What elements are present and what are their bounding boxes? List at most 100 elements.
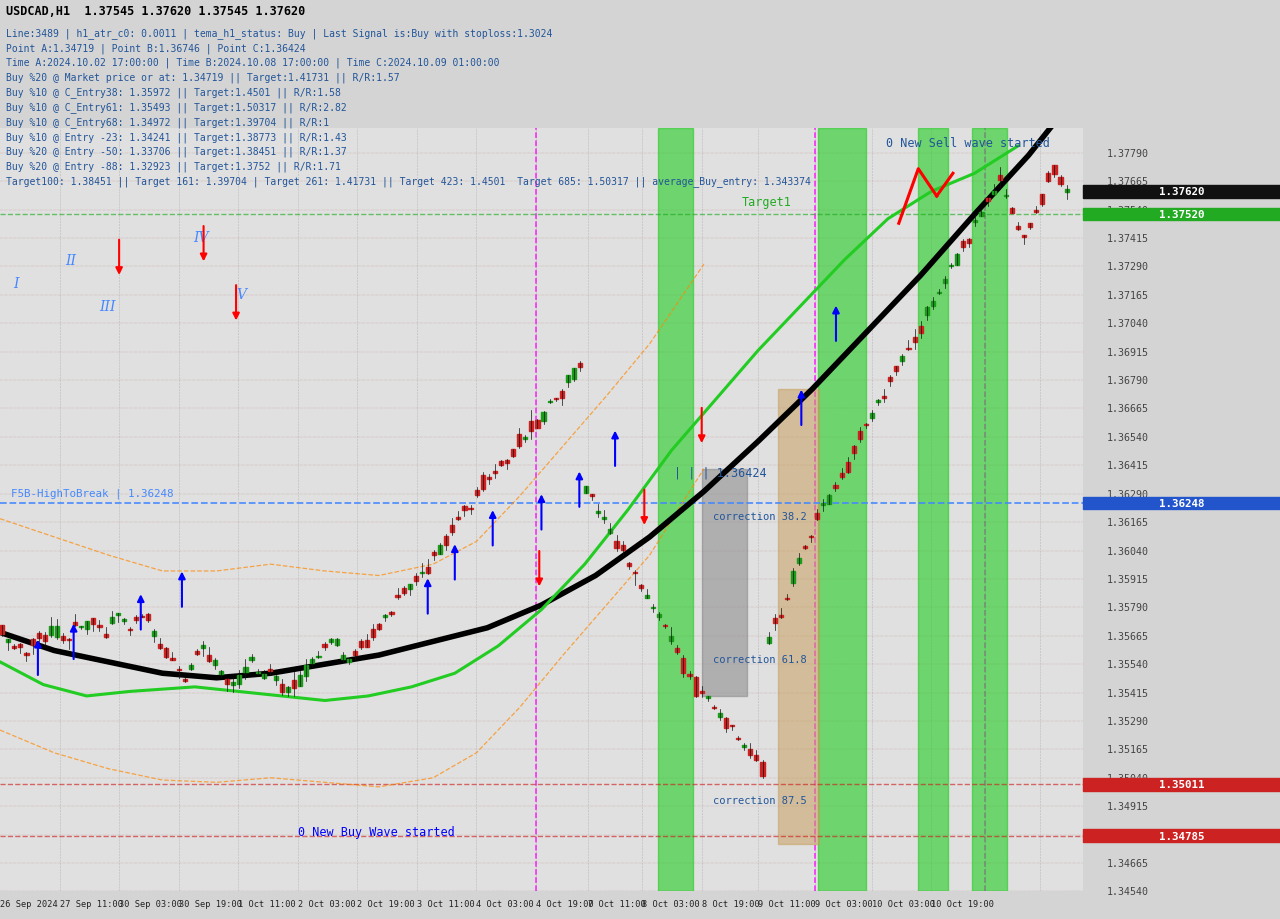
Bar (621, 546, 625, 550)
Bar (280, 685, 284, 692)
Text: F5B-HighToBreak | 1.36248: F5B-HighToBreak | 1.36248 (10, 487, 173, 498)
Text: 10 Oct 03:00: 10 Oct 03:00 (872, 900, 934, 908)
Text: Buy %10 @ C_Entry61: 1.35493 || Target:1.50317 || R/R:2.82: Buy %10 @ C_Entry61: 1.35493 || Target:1… (6, 102, 347, 113)
Bar (79, 627, 83, 628)
Bar (742, 745, 746, 747)
Bar (603, 517, 607, 519)
Bar (657, 615, 662, 618)
Bar (535, 420, 539, 428)
Text: correction 87.5: correction 87.5 (713, 795, 806, 805)
Bar (924, 308, 929, 316)
Bar (1046, 174, 1051, 181)
Text: 1.35540: 1.35540 (1106, 660, 1148, 669)
Bar (183, 680, 187, 682)
Text: 1.36540: 1.36540 (1106, 433, 1148, 442)
Bar (407, 584, 412, 589)
Bar (773, 618, 777, 623)
Bar (1041, 195, 1044, 205)
Text: 1.34915: 1.34915 (1106, 801, 1148, 811)
Bar (760, 763, 764, 777)
Text: 27 Sep 11:00: 27 Sep 11:00 (60, 900, 123, 908)
Bar (791, 572, 795, 584)
Text: 1.34790: 1.34790 (1106, 830, 1148, 840)
Bar (212, 660, 218, 665)
Bar (481, 476, 485, 490)
Bar (201, 645, 205, 649)
Bar (371, 630, 375, 638)
Bar (128, 629, 132, 630)
Bar (767, 638, 771, 643)
Bar (316, 656, 320, 657)
Text: Target100: 1.38451 || Target 161: 1.39704 | Target 261: 1.41731 || Target 423: 1: Target100: 1.38451 || Target 161: 1.3970… (6, 176, 812, 187)
Text: 1.35040: 1.35040 (1106, 773, 1148, 783)
Bar (669, 636, 673, 641)
Bar (736, 739, 740, 740)
Bar (986, 199, 989, 202)
Bar (97, 625, 101, 627)
Text: IV: IV (193, 232, 209, 245)
Bar (700, 692, 704, 693)
Text: 1.36915: 1.36915 (1106, 347, 1148, 357)
Bar (554, 399, 558, 400)
Bar (566, 376, 570, 382)
Bar (438, 545, 442, 554)
Text: 1.35290: 1.35290 (1106, 716, 1148, 726)
Bar (164, 648, 169, 657)
Text: Target1: Target1 (742, 197, 791, 210)
Text: Buy %20 @ Entry -88: 1.32923 || Target:1.3752 || R/R:1.71: Buy %20 @ Entry -88: 1.32923 || Target:1… (6, 162, 342, 172)
Text: 30 Sep 03:00: 30 Sep 03:00 (119, 900, 182, 908)
Text: 4 Oct 19:00: 4 Oct 19:00 (536, 900, 594, 908)
Text: V: V (236, 288, 246, 302)
Text: 1.35011: 1.35011 (1158, 779, 1204, 789)
Bar (579, 363, 582, 368)
Bar (207, 655, 211, 661)
Bar (572, 369, 576, 380)
Text: 0 New Buy Wave started: 0 New Buy Wave started (298, 824, 454, 838)
Text: correction 38.2: correction 38.2 (713, 511, 806, 521)
Text: 1.34540: 1.34540 (1106, 887, 1148, 896)
Bar (870, 414, 874, 419)
Text: 7 Oct 11:00: 7 Oct 11:00 (588, 900, 645, 908)
Bar (261, 675, 266, 678)
Bar (681, 658, 686, 674)
Text: 1.36248: 1.36248 (1158, 499, 1204, 509)
Bar (24, 653, 28, 655)
Text: II: II (65, 254, 76, 267)
Bar (195, 652, 198, 654)
Bar (900, 357, 905, 362)
Bar (444, 537, 448, 546)
Bar (1028, 224, 1032, 228)
Bar (584, 487, 589, 494)
Bar (358, 641, 364, 648)
Text: 1.34665: 1.34665 (1106, 858, 1148, 868)
Bar (858, 432, 861, 440)
Text: USDCAD,H1  1.37545 1.37620 1.37545 1.37620: USDCAD,H1 1.37545 1.37620 1.37545 1.3762… (6, 6, 306, 18)
Bar (486, 478, 490, 480)
Bar (340, 655, 344, 660)
Bar (705, 697, 710, 698)
Text: correction 61.8: correction 61.8 (713, 654, 806, 664)
Text: Point A:1.34719 | Point B:1.36746 | Point C:1.36424: Point A:1.34719 | Point B:1.36746 | Poin… (6, 43, 306, 53)
Bar (152, 631, 156, 636)
Bar (754, 755, 759, 760)
Text: 2 Oct 19:00: 2 Oct 19:00 (357, 900, 415, 908)
Bar (973, 221, 978, 223)
Bar (913, 337, 916, 342)
Text: 1.35915: 1.35915 (1106, 574, 1148, 584)
Bar (992, 191, 996, 195)
Text: Buy %10 @ C_Entry38: 1.35972 || Target:1.4501 || R/R:1.58: Buy %10 @ C_Entry38: 1.35972 || Target:1… (6, 87, 342, 98)
Bar (658, 129, 692, 891)
Bar (803, 547, 808, 548)
Bar (353, 652, 357, 655)
Bar (115, 614, 120, 616)
Text: 1.37415: 1.37415 (1106, 233, 1148, 244)
Bar (274, 676, 278, 680)
Bar (237, 675, 242, 685)
Text: 0 New Sell wave started: 0 New Sell wave started (886, 137, 1050, 150)
Text: 1.37165: 1.37165 (1106, 290, 1148, 301)
Bar (961, 242, 965, 247)
Text: 1.37520: 1.37520 (1158, 210, 1204, 220)
Bar (730, 725, 735, 727)
Bar (906, 348, 910, 350)
Bar (73, 622, 77, 626)
